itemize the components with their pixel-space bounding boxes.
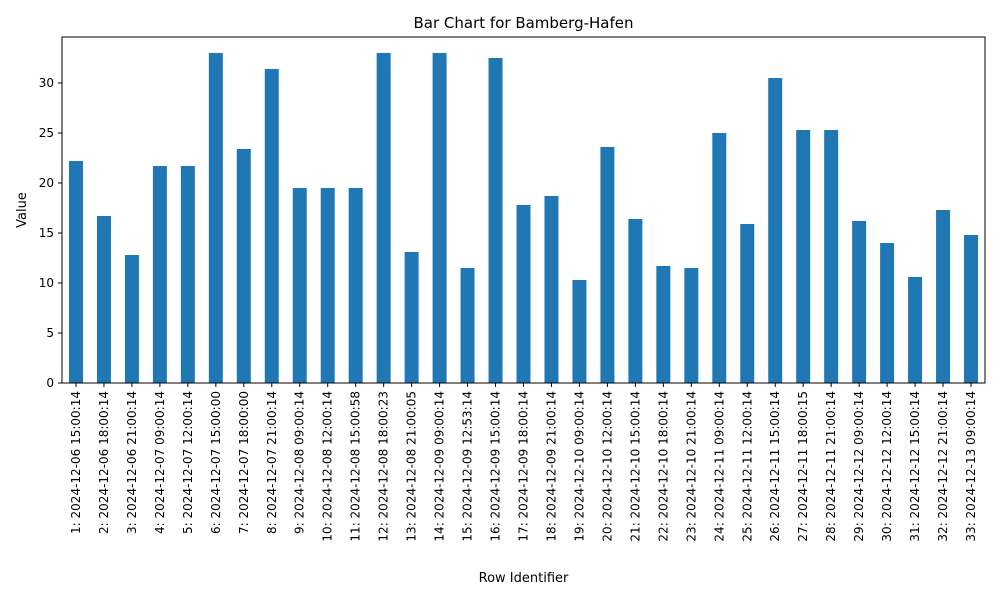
x-tick-label: 31: 2024-12-12 15:00:14 xyxy=(908,391,922,542)
bar-32 xyxy=(936,210,951,383)
x-tick-label: 18: 2024-12-09 21:00:14 xyxy=(544,391,558,542)
bar-14 xyxy=(432,53,447,383)
x-tick-label: 9: 2024-12-08 09:00:14 xyxy=(293,391,307,534)
bar-31 xyxy=(908,277,923,383)
bar-4 xyxy=(152,166,167,383)
bar-9 xyxy=(292,188,307,383)
x-tick-label: 8: 2024-12-07 21:00:14 xyxy=(265,391,279,534)
bar-29 xyxy=(852,221,867,383)
bar-22 xyxy=(656,266,671,383)
bar-26 xyxy=(768,78,783,383)
bar-3 xyxy=(124,255,139,383)
y-tick-label: 20 xyxy=(39,176,54,190)
bar-19 xyxy=(572,280,587,383)
bar-7 xyxy=(236,149,251,383)
bar-8 xyxy=(264,69,279,383)
x-tick-label: 25: 2024-12-11 12:00:14 xyxy=(740,391,754,542)
x-tick-label: 20: 2024-12-10 12:00:14 xyxy=(600,391,614,542)
x-tick-label: 19: 2024-12-10 09:00:14 xyxy=(572,391,586,542)
chart-title: Bar Chart for Bamberg-Hafen xyxy=(414,14,634,32)
x-tick-label: 33: 2024-12-13 09:00:14 xyxy=(964,391,978,542)
bars-layer xyxy=(68,53,978,383)
x-axis: 1: 2024-12-06 15:00:14 2: 2024-12-06 18:0… xyxy=(69,383,978,542)
x-axis-title: Row Identifier xyxy=(479,571,569,586)
x-tick-label: 27: 2024-12-11 18:00:15 xyxy=(796,391,810,542)
x-tick-label: 30: 2024-12-12 12:00:14 xyxy=(880,391,894,542)
bar-30 xyxy=(880,243,895,383)
x-tick-label: 29: 2024-12-12 09:00:14 xyxy=(852,391,866,542)
x-tick-label: 10: 2024-12-08 12:00:14 xyxy=(321,391,335,542)
x-tick-label: 1: 2024-12-06 15:00:14 xyxy=(69,391,83,534)
x-tick-label: 7: 2024-12-07 18:00:00 xyxy=(237,391,251,534)
bar-28 xyxy=(824,130,839,383)
x-tick-label: 15: 2024-12-09 12:53:14 xyxy=(461,391,475,542)
bar-20 xyxy=(600,147,615,383)
x-tick-label: 3: 2024-12-06 21:00:14 xyxy=(125,391,139,534)
x-tick-label: 28: 2024-12-11 21:00:14 xyxy=(824,391,838,542)
x-tick-label: 16: 2024-12-09 15:00:14 xyxy=(489,391,503,542)
bar-25 xyxy=(740,224,755,383)
bar-10 xyxy=(320,188,335,383)
y-axis: 0 5 10 15 20 25 30 xyxy=(39,76,62,390)
y-tick-label: 5 xyxy=(46,326,54,340)
bar-6 xyxy=(208,53,223,383)
x-tick-label: 26: 2024-12-11 15:00:14 xyxy=(768,391,782,542)
x-tick-label: 14: 2024-12-09 09:00:14 xyxy=(433,391,447,542)
x-tick-label: 23: 2024-12-10 21:00:14 xyxy=(684,391,698,542)
x-tick-label: 5: 2024-12-07 12:00:14 xyxy=(181,391,195,534)
x-tick-label: 11: 2024-12-08 15:00:58 xyxy=(349,391,363,542)
bar-16 xyxy=(488,58,503,383)
x-tick-label: 4: 2024-12-07 09:00:14 xyxy=(153,391,167,534)
bar-23 xyxy=(684,268,699,383)
bar-17 xyxy=(516,205,531,383)
y-tick-label: 30 xyxy=(39,76,54,90)
bar-18 xyxy=(544,196,559,383)
y-tick-label: 0 xyxy=(46,376,54,390)
x-tick-label: 21: 2024-12-10 15:00:14 xyxy=(628,391,642,542)
x-tick-label: 6: 2024-12-07 15:00:00 xyxy=(209,391,223,534)
y-tick-label: 25 xyxy=(39,126,54,140)
y-axis-title: Value xyxy=(15,192,30,228)
bar-12 xyxy=(376,53,391,383)
bar-33 xyxy=(964,235,978,383)
x-tick-label: 24: 2024-12-11 09:00:14 xyxy=(712,391,726,542)
bar-11 xyxy=(348,188,363,383)
y-tick-label: 15 xyxy=(39,226,54,240)
x-tick-label: 13: 2024-12-08 21:00:05 xyxy=(405,391,419,542)
bar-5 xyxy=(180,166,195,383)
x-tick-label: 22: 2024-12-10 18:00:14 xyxy=(656,391,670,542)
x-tick-label: 12: 2024-12-08 18:00:23 xyxy=(377,391,391,542)
bar-27 xyxy=(796,130,811,383)
x-tick-label: 17: 2024-12-09 18:00:14 xyxy=(517,391,531,542)
bar-1 xyxy=(68,161,83,383)
bar-24 xyxy=(712,133,727,383)
x-tick-label: 32: 2024-12-12 21:00:14 xyxy=(936,391,950,542)
bar-2 xyxy=(96,216,111,383)
bar-15 xyxy=(460,268,475,383)
bar-13 xyxy=(404,252,419,383)
x-tick-label: 2: 2024-12-06 18:00:14 xyxy=(97,391,111,534)
y-tick-label: 10 xyxy=(39,276,54,290)
bar-21 xyxy=(628,219,643,383)
plot-frame xyxy=(61,36,986,384)
